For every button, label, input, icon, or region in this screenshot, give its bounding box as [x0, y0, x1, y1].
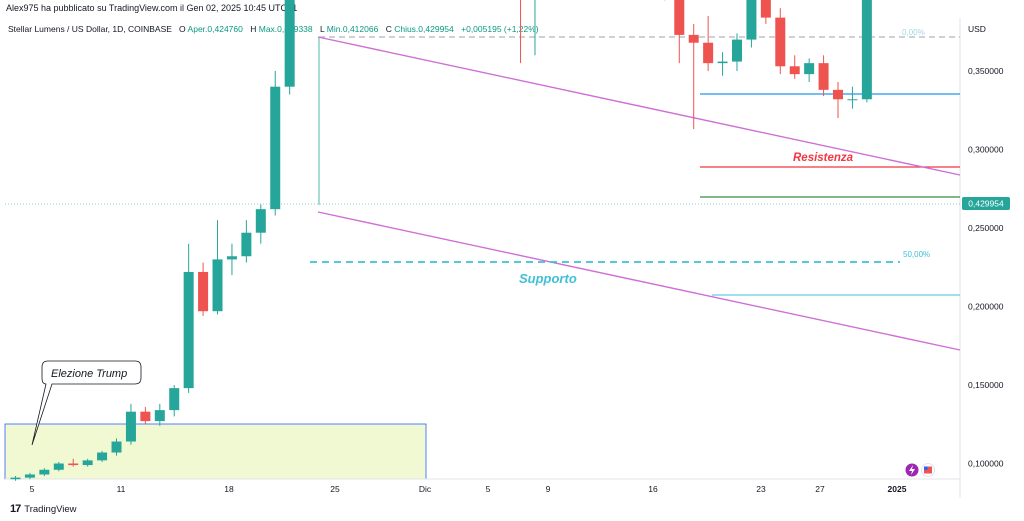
event-label: Elezione Trump [51, 368, 127, 380]
date-tick-label: 16 [648, 484, 658, 494]
candle-body[interactable] [24, 474, 35, 478]
candle-body[interactable] [212, 259, 223, 312]
candle-body[interactable] [760, 0, 771, 18]
candle-body[interactable] [241, 232, 252, 257]
candle-body[interactable] [53, 463, 64, 470]
candle-body[interactable] [198, 271, 209, 312]
open-value: Aper.0,424760 [187, 24, 243, 34]
time-axis[interactable]: 5 11 18 25 Dic 5 9 16 23 27 2025 [30, 484, 907, 494]
price-tick-label: 0,150000 [968, 380, 1004, 390]
brand-text: TradingView [24, 503, 77, 515]
pre-election-zone [4, 423, 427, 480]
candle-body[interactable] [270, 86, 281, 210]
candle-body[interactable] [140, 411, 151, 422]
candle-body[interactable] [818, 63, 829, 90]
low-label: L [320, 24, 325, 34]
candle-body[interactable] [169, 388, 180, 411]
low-value: Min.0,412066 [326, 24, 379, 34]
candle-body[interactable] [226, 256, 237, 260]
change-value: +0,005195 (+1,22%) [461, 24, 539, 34]
currency-label: USD [968, 24, 986, 34]
channel-lower-line [317, 211, 961, 351]
candle-body[interactable] [674, 0, 685, 35]
resistance-label: Resistenza [793, 152, 854, 164]
candle-body[interactable] [97, 452, 108, 461]
fib-top-label: 0,00% [902, 28, 925, 37]
candle-body[interactable] [746, 0, 757, 40]
date-tick-label: 18 [224, 484, 234, 494]
candle-body[interactable] [833, 89, 844, 100]
date-tick-label: 9 [546, 484, 551, 494]
candle-body[interactable] [804, 63, 815, 75]
price-tick-label: 0,100000 [968, 459, 1004, 469]
lightning-glyph [909, 465, 915, 475]
date-tick-label: 11 [117, 484, 126, 494]
price-tick-label: 0,250000 [968, 223, 1004, 233]
candle-body[interactable] [68, 463, 79, 466]
flag-glyph [924, 466, 932, 474]
candle-body[interactable] [111, 441, 122, 453]
tradingview-logo-icon: 17 [10, 503, 21, 515]
date-tick-label: 5 [30, 484, 35, 494]
price-label-tag: 0,429954 [962, 197, 1010, 210]
close-label: C [385, 24, 392, 34]
price-tick-label: 0,300000 [968, 145, 1004, 155]
close-value: Chius.0,429954 [394, 24, 454, 34]
current-price-label: 0,429954 [968, 199, 1004, 209]
symbol-name: Stellar Lumens / US Dollar, 1D, COINBASE [8, 24, 172, 34]
candle-body[interactable] [82, 460, 93, 466]
price-axis[interactable]: 0,100000 0,150000 0,200000 0,250000 0,300000… [968, 0, 1004, 469]
open-label: O [179, 24, 186, 34]
channel-upper-line [317, 36, 961, 176]
candle-body[interactable] [789, 66, 800, 75]
price-tick-label: 0,200000 [968, 302, 1004, 312]
candle-body[interactable] [154, 410, 165, 422]
publisher-line: Alex975 ha pubblicato su TradingView.com… [6, 3, 298, 13]
alert-icons[interactable] [905, 463, 935, 477]
footer-brand[interactable]: 17 TradingView [10, 503, 77, 515]
price-tick-label: 0,350000 [968, 66, 1004, 76]
candles-group [10, 0, 872, 481]
candle-body[interactable] [717, 61, 728, 64]
date-tick-label: 23 [756, 484, 766, 494]
date-tick-label: 25 [330, 484, 340, 494]
candle-body[interactable] [732, 39, 742, 62]
candle-body[interactable] [775, 17, 786, 67]
candle-body[interactable] [255, 209, 266, 233]
candle-body[interactable] [125, 411, 136, 442]
candle-body[interactable] [10, 477, 21, 480]
date-tick-label: 5 [486, 484, 491, 494]
fib-mid-label: 50,00% [903, 250, 930, 259]
candle-body[interactable] [39, 469, 50, 475]
candle-body[interactable] [183, 271, 194, 389]
candle-body[interactable] [703, 42, 714, 64]
candle-body[interactable] [688, 34, 699, 43]
date-tick-label: 27 [815, 484, 825, 494]
event-callout: Elezione Trump [31, 360, 142, 446]
candle-body[interactable] [847, 99, 858, 101]
flag-canton [924, 466, 928, 470]
candle-body[interactable] [284, 0, 295, 87]
date-tick-label: 2025 [888, 484, 907, 494]
date-tick-label: Dic [419, 484, 432, 494]
high-label: H [250, 24, 257, 34]
support-label: Supporto [519, 271, 577, 286]
candle-body[interactable] [861, 0, 872, 100]
